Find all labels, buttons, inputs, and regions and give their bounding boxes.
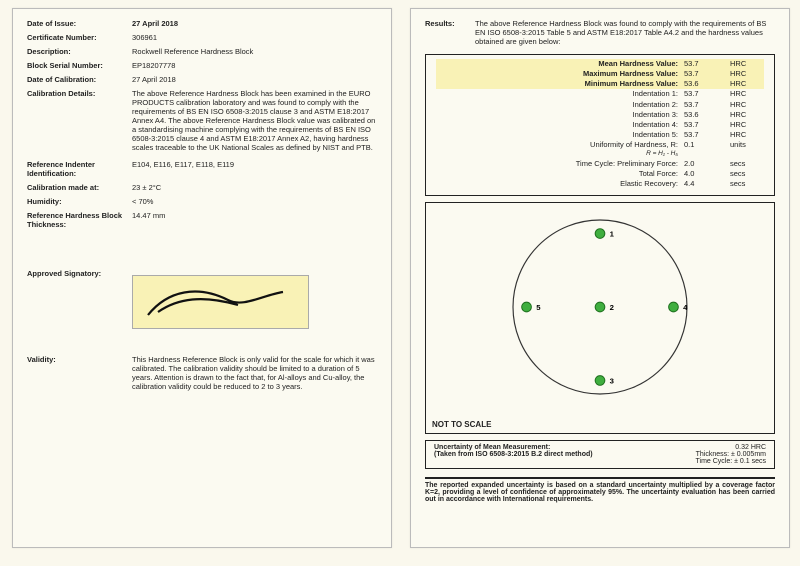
- serial: EP18207778: [132, 61, 377, 70]
- humidity-label: Humidity:: [27, 197, 132, 206]
- signature-icon: [143, 280, 293, 325]
- serial-label: Block Serial Number:: [27, 61, 132, 70]
- hardness-row: Indentation 1:53.7HRC: [436, 89, 764, 99]
- desc-label: Description:: [27, 47, 132, 56]
- date-issue: 27 April 2018: [132, 19, 377, 28]
- cert-no: 306961: [132, 33, 377, 42]
- svg-text:5: 5: [536, 303, 541, 312]
- results-label: Results:: [425, 19, 475, 46]
- thickness-label: Reference Hardness Block Thickness:: [27, 211, 132, 229]
- uncert-l1a: Uncertainty of Mean Measurement:: [434, 444, 550, 451]
- signatory-label: Approved Signatory:: [27, 269, 132, 339]
- uncert-l2a: (Taken from ISO 6508-3:2015 B.2 direct m…: [434, 451, 593, 458]
- indentation-diagram-box: 1 2 3 4 5 NOT TO SCALE: [425, 202, 775, 434]
- hardness-row: Uniformity of Hardness, R:0.1units: [436, 140, 764, 150]
- hardness-row: Maximum Hardness Value:53.7HRC: [436, 69, 764, 79]
- indentation-diagram: 1 2 3 4 5: [426, 207, 774, 407]
- certificate-left-page: Date of Issue:27 April 2018 Certificate …: [12, 8, 392, 548]
- not-to-scale: NOT TO SCALE: [432, 420, 491, 429]
- svg-text:1: 1: [610, 230, 615, 239]
- date-cal: 27 April 2018: [132, 75, 377, 84]
- thickness: 14.47 mm: [132, 211, 377, 229]
- hardness-row: Time Cycle: Preliminary Force:2.0secs: [436, 159, 764, 169]
- certificate-right-page: Results: The above Reference Hardness Bl…: [410, 8, 790, 548]
- hardness-row: Indentation 4:53.7HRC: [436, 120, 764, 130]
- validity-label: Validity:: [27, 355, 132, 391]
- hardness-row: Minimum Hardness Value:53.6HRC: [436, 79, 764, 89]
- uncert-l1b: 0.32 HRC: [735, 444, 766, 451]
- hardness-row: Elastic Recovery:4.4secs: [436, 179, 764, 189]
- date-issue-label: Date of Issue:: [27, 19, 132, 28]
- hardness-row: Total Force:4.0secs: [436, 169, 764, 179]
- desc: Rockwell Reference Hardness Block: [132, 47, 377, 56]
- svg-text:4: 4: [683, 303, 688, 312]
- svg-text:2: 2: [610, 303, 614, 312]
- details-label: Calibration Details:: [27, 89, 132, 152]
- svg-text:3: 3: [610, 377, 615, 386]
- uncert-l2b: Thickness: ± 0.005mm: [696, 451, 766, 458]
- hardness-row: Indentation 2:53.7HRC: [436, 100, 764, 110]
- hardness-row: Mean Hardness Value:53.7HRC: [436, 59, 764, 69]
- signature-box: [132, 275, 309, 329]
- results-intro: The above Reference Hardness Block was f…: [475, 19, 775, 46]
- hardness-row: Indentation 3:53.6HRC: [436, 110, 764, 120]
- uncertainty-footnote: The reported expanded uncertainty is bas…: [425, 477, 775, 503]
- hardness-row: Indentation 5:53.7HRC: [436, 130, 764, 140]
- made-at: 23 ± 2°C: [132, 183, 377, 192]
- humidity: < 70%: [132, 197, 377, 206]
- date-cal-label: Date of Calibration:: [27, 75, 132, 84]
- hardness-values-box: Mean Hardness Value:53.7HRCMaximum Hardn…: [425, 54, 775, 196]
- details: The above Reference Hardness Block has b…: [132, 89, 377, 152]
- made-at-label: Calibration made at:: [27, 183, 132, 192]
- cert-no-label: Certificate Number:: [27, 33, 132, 42]
- validity: This Hardness Reference Block is only va…: [132, 355, 377, 391]
- uncertainty-box: Uncertainty of Mean Measurement: 0.32 HRC…: [425, 440, 775, 469]
- uncert-l3b: Time Cycle: ± 0.1 secs: [696, 458, 767, 465]
- indenter: E104, E116, E117, E118, E119: [132, 160, 377, 178]
- indenter-label: Reference Indenter Identification:: [27, 160, 132, 178]
